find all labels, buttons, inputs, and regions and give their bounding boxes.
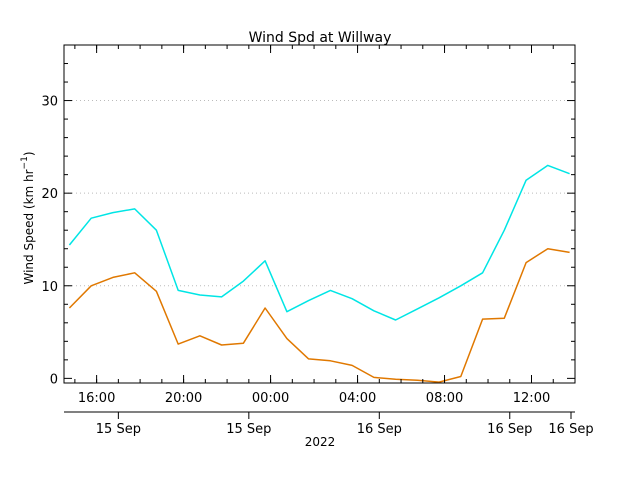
plot-frame (63, 44, 576, 384)
lower-axis-ticks: 15 Sep 15 Sep 16 Sep 16 Sep 16 Sep (96, 412, 594, 437)
year-label: 2022 (305, 435, 336, 449)
date-tick-label: 15 Sep (96, 422, 141, 437)
grid-lines (64, 100, 575, 287)
y-tick-label: 30 (41, 95, 58, 110)
x-tick-label: 12:00 (513, 391, 550, 406)
x-axis-ticks: 16:00 20:00 00:00 04:00 08:00 12:00 (74, 45, 554, 406)
y-tick-label: 10 (41, 280, 58, 295)
y-tick-label: 20 (41, 187, 58, 202)
chart-title: Wind Spd at Willway (249, 30, 392, 46)
series-line-2 (68, 247, 570, 383)
y-axis-label-close: ) (22, 151, 36, 156)
y-axis-label-text: Wind Speed (km hr (22, 169, 36, 284)
y-axis-label: Wind Speed (km hr−1) (20, 151, 36, 284)
y-tick-label: 0 (50, 372, 58, 387)
series-line-1 (68, 164, 570, 321)
date-tick-label: 16 Sep (357, 422, 402, 437)
series-layer (68, 164, 570, 383)
x-tick-label: 20:00 (165, 391, 202, 406)
x-tick-label: 16:00 (78, 391, 115, 406)
date-tick-label: 15 Sep (226, 422, 271, 437)
date-tick-label: 16 Sep (548, 422, 593, 437)
x-tick-label: 08:00 (426, 391, 463, 406)
date-tick-label: 16 Sep (487, 422, 532, 437)
x-tick-label: 04:00 (339, 391, 376, 406)
y-axis-ticks: 0 10 20 30 (41, 44, 575, 387)
x-tick-label: 00:00 (252, 391, 289, 406)
y-axis-label-exponent: −1 (20, 156, 30, 169)
